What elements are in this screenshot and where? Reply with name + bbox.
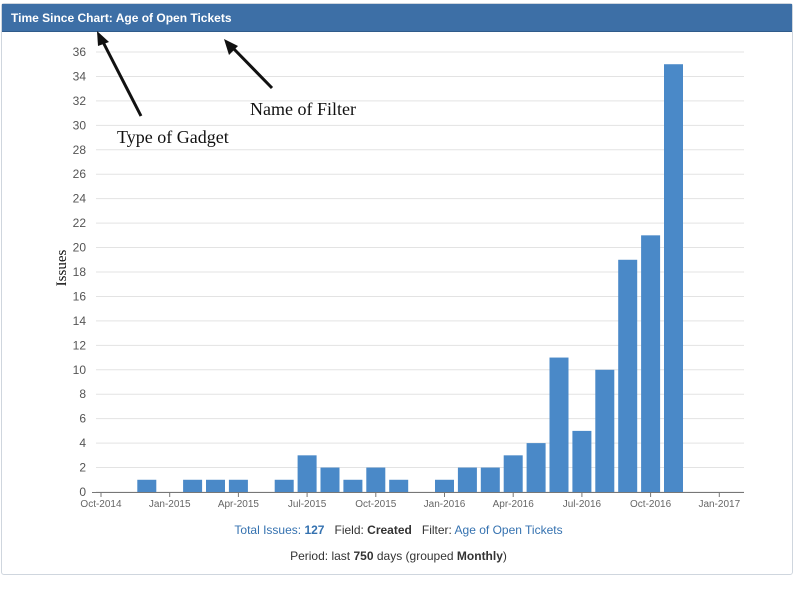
y-tick-label: 36	[73, 45, 87, 59]
y-tick-label: 22	[73, 216, 87, 230]
y-tick-label: 34	[73, 69, 87, 83]
y-tick-label: 20	[73, 241, 87, 255]
y-axis-label: Issues	[54, 250, 70, 287]
x-tick-label: Oct-2016	[630, 499, 672, 510]
x-tick-label: Oct-2015	[355, 499, 397, 510]
bar-sep-2016[interactable]	[618, 259, 638, 492]
gadget-header: Time Since Chart: Age of Open Tickets	[2, 4, 792, 32]
field-value: Created	[367, 523, 412, 537]
bar-jan-2016[interactable]	[435, 479, 454, 492]
y-tick-label: 8	[79, 387, 86, 401]
bar-aug-2016[interactable]	[595, 369, 615, 492]
bar-sep-2015[interactable]	[343, 479, 363, 492]
x-tick-label: Jan-2015	[149, 499, 191, 510]
annotation-arrowhead-filter-name	[224, 39, 238, 55]
y-tick-label: 0	[79, 485, 86, 499]
annotation-type-of-gadget: Type of Gadget	[117, 127, 229, 147]
y-tick-label: 14	[73, 314, 87, 328]
y-tick-label: 16	[73, 289, 87, 303]
x-tick-label: Jul-2016	[563, 499, 602, 510]
bar-oct-2015[interactable]	[366, 467, 386, 492]
bar-jun-2016[interactable]	[549, 357, 569, 492]
bar-oct-2016[interactable]	[641, 235, 661, 493]
bar-dec-2014[interactable]	[137, 479, 157, 492]
x-tick-label: Oct-2014	[80, 499, 122, 510]
filter-link[interactable]: Age of Open Tickets	[454, 523, 563, 537]
y-tick-label: 24	[73, 192, 87, 206]
bar-jul-2016[interactable]	[572, 430, 592, 492]
y-tick-label: 26	[73, 167, 87, 181]
bar-jul-2015[interactable]	[297, 455, 317, 492]
y-tick-label: 32	[73, 94, 87, 108]
x-tick-label: Jan-2017	[698, 499, 740, 510]
x-tick-label: Jul-2015	[288, 499, 327, 510]
bar-mar-2016[interactable]	[480, 467, 500, 492]
y-tick-label: 28	[73, 143, 87, 157]
y-tick-label: 4	[79, 436, 86, 450]
annotation-arrow-gadget-type	[100, 39, 143, 117]
total-issues-label: Total Issues:	[234, 523, 302, 537]
bar-apr-2015[interactable]	[228, 479, 248, 492]
bar-may-2016[interactable]	[526, 443, 546, 492]
bar-mar-2015[interactable]	[206, 479, 225, 492]
x-tick-label: Apr-2015	[218, 499, 260, 510]
annotation-arrowhead-gadget-type	[97, 31, 109, 46]
y-tick-label: 6	[79, 412, 86, 426]
period-days-suffix: days (grouped	[376, 549, 454, 563]
period-summary: Period: last 750 days (grouped Monthly)	[0, 549, 797, 563]
period-grouping: Monthly	[456, 549, 503, 563]
period-prefix: Period: last	[290, 549, 351, 563]
annotation-name-of-filter: Name of Filter	[250, 99, 356, 119]
period-days: 750	[353, 549, 374, 563]
bar-nov-2016[interactable]	[664, 64, 683, 492]
bar-jun-2015[interactable]	[274, 479, 294, 492]
x-tick-label: Apr-2016	[493, 499, 535, 510]
field-label: Field:	[334, 523, 364, 537]
y-tick-label: 2	[79, 461, 86, 475]
y-tick-label: 10	[73, 363, 87, 377]
bar-apr-2016[interactable]	[503, 455, 523, 492]
gadget-title[interactable]: Time Since Chart: Age of Open Tickets	[11, 11, 232, 25]
bar-aug-2015[interactable]	[320, 467, 340, 492]
period-close: )	[502, 549, 507, 563]
y-tick-label: 30	[73, 118, 87, 132]
y-tick-label: 18	[73, 265, 87, 279]
bar-feb-2016[interactable]	[457, 467, 477, 492]
x-tick-label: Jan-2016	[424, 499, 466, 510]
y-tick-label: 12	[73, 338, 87, 352]
annotation-arrow-filter-name	[230, 45, 274, 90]
total-issues-value[interactable]: 127	[304, 523, 325, 537]
filter-label: Filter:	[421, 523, 452, 537]
bar-feb-2015[interactable]	[183, 479, 203, 492]
chart-summary: Total Issues: 127 Field: Created Filter:…	[0, 523, 797, 537]
bar-nov-2015[interactable]	[389, 479, 409, 492]
